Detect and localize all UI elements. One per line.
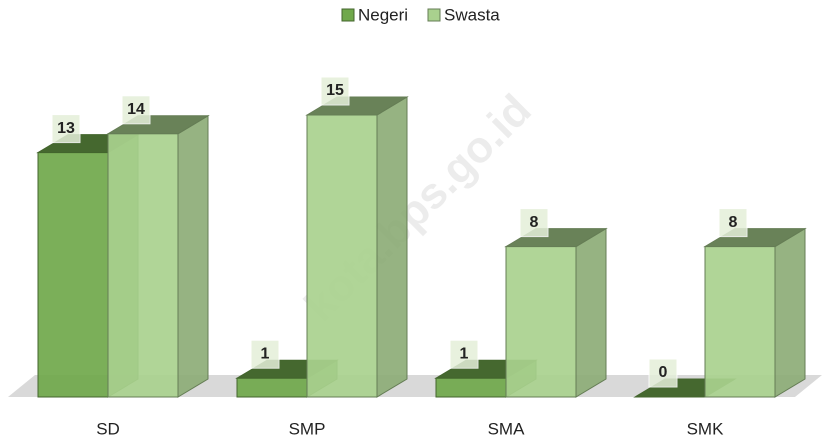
bar-front bbox=[236, 377, 308, 398]
bar-front bbox=[435, 377, 507, 398]
bar-front bbox=[37, 152, 109, 398]
data-label-box bbox=[519, 208, 549, 238]
data-label: 8 bbox=[530, 214, 539, 231]
data-label-box bbox=[648, 358, 678, 388]
data-label: 13 bbox=[57, 120, 75, 137]
data-label-box bbox=[250, 339, 280, 369]
data-label-box bbox=[718, 208, 748, 238]
data-label-box bbox=[320, 76, 350, 106]
x-tick-label: SMK bbox=[687, 419, 725, 438]
bar-side bbox=[376, 96, 408, 398]
legend-label: Swasta bbox=[444, 5, 500, 24]
data-label-box bbox=[449, 339, 479, 369]
bar bbox=[703, 227, 807, 398]
bar-front bbox=[505, 246, 577, 398]
bar bbox=[504, 227, 608, 398]
bar-side bbox=[575, 227, 607, 398]
data-label: 14 bbox=[127, 101, 145, 118]
data-label: 8 bbox=[729, 214, 738, 231]
legend-label: Negeri bbox=[358, 5, 408, 24]
x-tick-label: SMP bbox=[289, 419, 326, 438]
bar-front bbox=[704, 246, 776, 398]
data-label-box bbox=[51, 114, 81, 144]
data-label-box bbox=[121, 95, 151, 125]
x-tick-label: SMA bbox=[488, 419, 526, 438]
bar-side bbox=[177, 114, 209, 398]
bar bbox=[106, 114, 210, 398]
bar-side bbox=[774, 227, 806, 398]
x-tick-label: SD bbox=[96, 419, 120, 438]
data-label: 15 bbox=[326, 82, 344, 99]
bar bbox=[305, 96, 409, 398]
bar-front bbox=[306, 114, 378, 398]
data-label: 1 bbox=[261, 345, 270, 362]
floor bbox=[8, 375, 822, 397]
bar-front bbox=[107, 133, 179, 398]
legend-swatch bbox=[341, 8, 355, 22]
data-label: 0 bbox=[659, 364, 668, 381]
data-label: 1 bbox=[460, 345, 469, 362]
legend-swatch bbox=[427, 8, 441, 22]
